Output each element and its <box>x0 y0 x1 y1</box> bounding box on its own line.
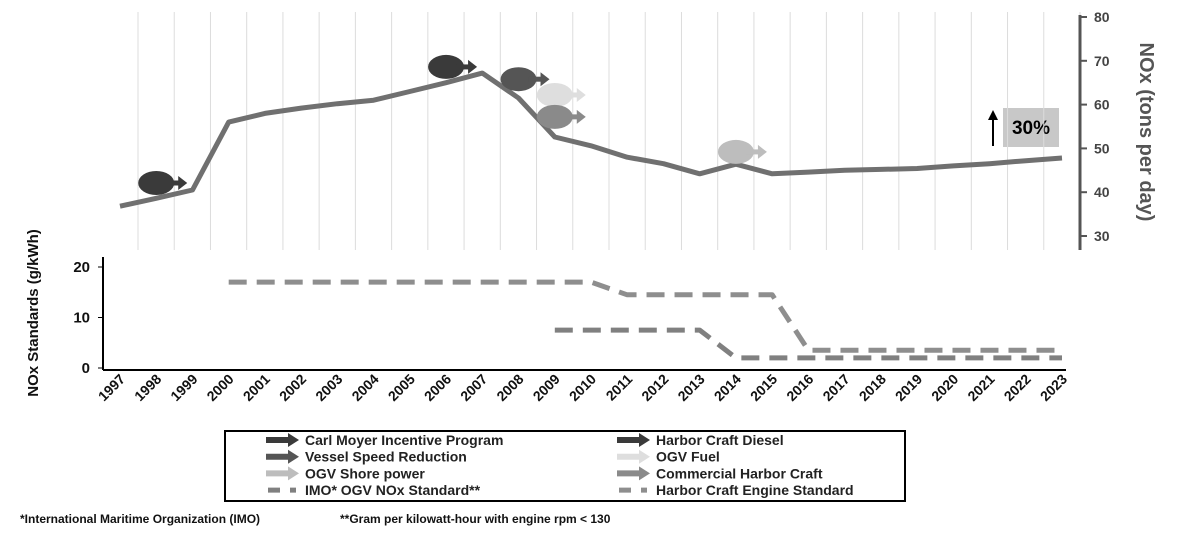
annotation-box <box>1003 108 1059 147</box>
x-tick-label: 2019 <box>892 371 925 404</box>
marker <box>536 104 573 129</box>
y-axis-title: NOx Standards (g/kWh) <box>25 229 42 397</box>
marker-arrowhead <box>576 87 586 102</box>
legend-label: Harbor Craft Engine Standard <box>656 482 854 498</box>
legend-label: OGV Fuel <box>656 449 720 465</box>
legend-item: Carl Moyer Incentive Program <box>266 432 503 448</box>
x-tick-label: 2007 <box>457 371 490 404</box>
marker-group <box>717 139 767 164</box>
x-tick-label: 2011 <box>603 371 636 404</box>
y2-tick-label: 60 <box>1094 97 1110 113</box>
x-tick-label: 2014 <box>711 371 744 404</box>
legend-swatch-head <box>288 449 299 464</box>
legend-item: OGV Shore power <box>266 465 425 481</box>
x-tick-label: 2006 <box>421 371 454 404</box>
legend-label: Vessel Speed Reduction <box>305 449 467 465</box>
x-tick-label: 2008 <box>493 371 526 404</box>
x-tick-label: 2000 <box>203 371 236 404</box>
marker <box>500 67 537 92</box>
x-tick-label: 2015 <box>747 371 780 404</box>
x-tick-label: 2010 <box>566 371 599 404</box>
standard-line <box>554 327 1062 361</box>
legend-item: Harbor Craft Diesel <box>617 432 784 448</box>
x-tick-label: 2018 <box>856 371 889 404</box>
y2-tick-label: 80 <box>1094 9 1110 25</box>
legend-label: IMO* OGV NOx Standard** <box>305 482 481 498</box>
y-tick-label: 10 <box>73 310 90 327</box>
marker-arrowhead <box>468 59 478 74</box>
y2-tick-label: 50 <box>1094 140 1110 156</box>
plot: 1997 1998 1999 2000 2001 2002 2003 2004 2005 2006… <box>73 9 1109 498</box>
x-tick-label: 2005 <box>385 371 418 404</box>
x-tick-label: 1999 <box>167 371 200 404</box>
y2-tick-label: 40 <box>1094 184 1110 200</box>
legend-item: Harbor Craft Engine Standard <box>619 482 854 498</box>
y-tick-label: 20 <box>73 259 90 276</box>
x-tick-label: 2009 <box>530 371 563 404</box>
marker-group <box>500 67 550 92</box>
marker <box>428 54 465 79</box>
legend-label: Harbor Craft Diesel <box>656 432 784 448</box>
marker <box>536 82 573 107</box>
legend-label: OGV Shore power <box>305 465 425 481</box>
marker-group <box>138 171 188 196</box>
x-tick-label: 2001 <box>240 371 273 404</box>
annotation-arrowhead <box>988 110 998 120</box>
legend-swatch-head <box>639 433 650 447</box>
legend-label: Carl Moyer Incentive Program <box>305 432 503 448</box>
legend-label: Commercial Harbor Craft <box>656 465 823 481</box>
x-tick-label: 1997 <box>95 371 128 404</box>
marker <box>717 139 754 164</box>
marker-arrowhead <box>576 109 586 124</box>
x-tick-label: 2003 <box>312 371 345 404</box>
standard-line <box>228 279 1062 353</box>
legend-item: OGV Fuel <box>617 449 720 465</box>
x-tick-label: 2012 <box>638 371 671 404</box>
legend-swatch-head <box>639 449 650 464</box>
legend-swatch-head <box>639 466 650 481</box>
legend-item: Vessel Speed Reduction <box>266 449 467 465</box>
emissions-line <box>119 70 1063 209</box>
legend-item: IMO* OGV NOx Standard** <box>268 482 481 498</box>
footnote: **Gram per kilowatt-hour with engine rpm… <box>340 512 611 526</box>
y2-tick-label: 70 <box>1094 53 1110 69</box>
marker-group <box>536 104 586 129</box>
x-tick-label: 2002 <box>276 371 309 404</box>
marker-arrowhead <box>540 72 550 87</box>
footnote: *International Maritime Organization (IM… <box>20 512 260 526</box>
x-tick-label: 2004 <box>348 371 381 404</box>
marker <box>138 171 175 196</box>
legend-swatch-head <box>288 433 299 447</box>
y2-tick-label: 30 <box>1094 228 1110 244</box>
y2-axis-title: NOx (tons per day) <box>1135 43 1157 222</box>
x-tick-label: 2022 <box>1001 371 1034 404</box>
marker-group <box>428 54 478 79</box>
y-tick-label: 0 <box>82 360 90 377</box>
x-tick-label: 2013 <box>674 371 707 404</box>
legend-box <box>224 430 906 502</box>
marker-arrowhead <box>178 176 188 191</box>
x-tick-label: 2017 <box>819 371 852 404</box>
legend-item: Commercial Harbor Craft <box>617 465 823 481</box>
x-tick-label: 2016 <box>783 371 816 404</box>
x-tick-label: 2023 <box>1037 371 1070 404</box>
legend-swatch-head <box>288 466 299 481</box>
x-tick-label: 2020 <box>928 371 961 404</box>
x-tick-label: 2021 <box>964 371 997 404</box>
x-tick-label: 1998 <box>131 371 164 404</box>
marker-arrowhead <box>757 144 767 159</box>
marker-group <box>536 82 586 107</box>
annotation: 30% <box>1012 118 1050 139</box>
